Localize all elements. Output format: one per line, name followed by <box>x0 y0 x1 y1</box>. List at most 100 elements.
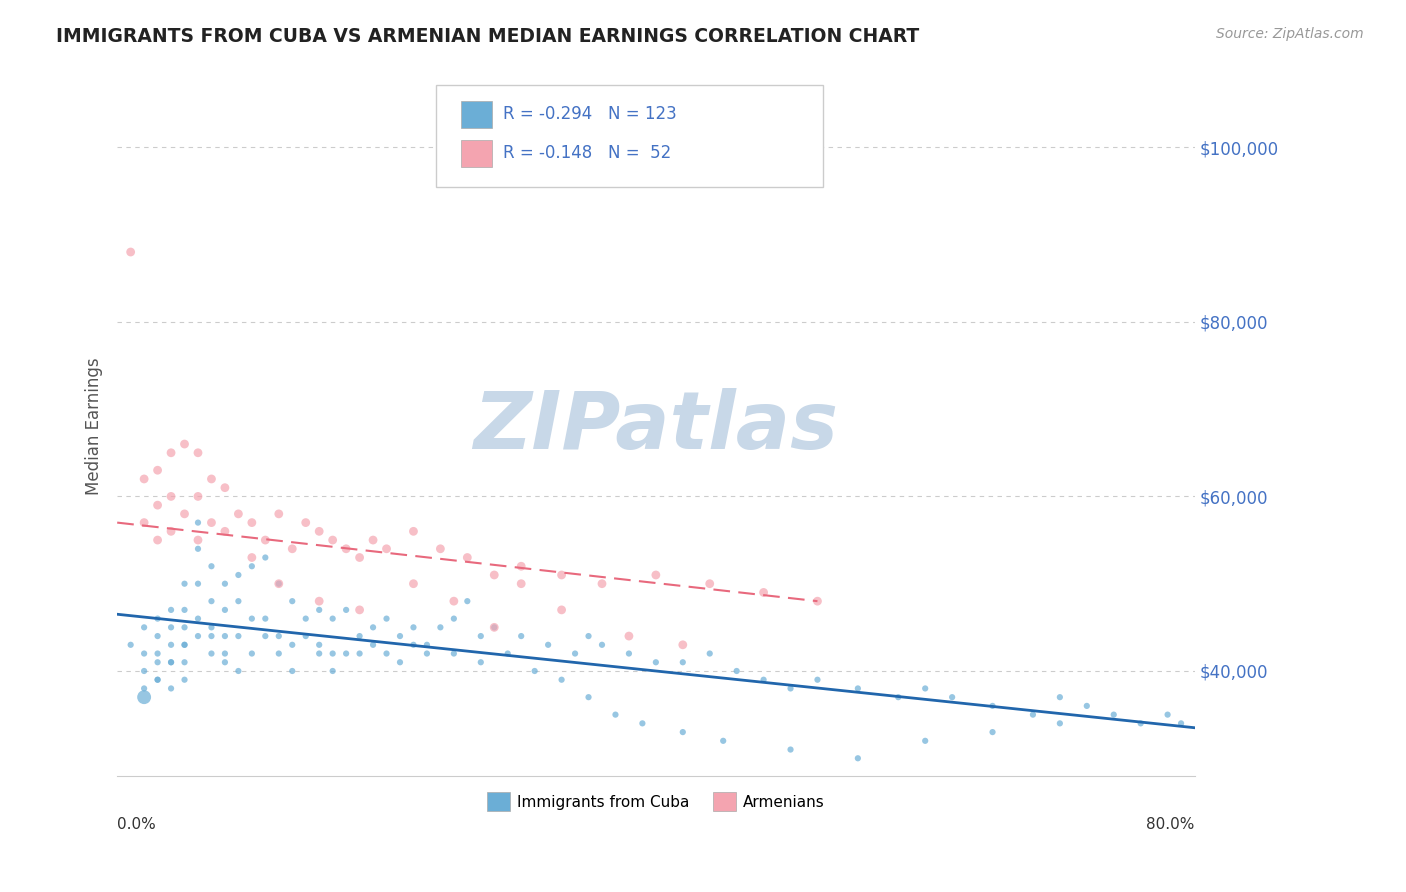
Point <box>1049 690 1071 705</box>
Point <box>578 690 600 705</box>
Point <box>267 507 290 521</box>
Point <box>496 647 519 661</box>
Point <box>752 585 775 599</box>
Point <box>214 481 236 495</box>
Point <box>254 533 277 547</box>
Point <box>228 664 250 678</box>
Point <box>160 655 183 669</box>
Point <box>349 603 371 617</box>
Point <box>349 550 371 565</box>
Point <box>120 245 142 260</box>
Point <box>267 576 290 591</box>
Point <box>173 673 195 687</box>
Point <box>388 655 411 669</box>
Point <box>146 629 169 643</box>
Point <box>200 629 222 643</box>
Legend: Immigrants from Cuba, Armenians: Immigrants from Cuba, Armenians <box>481 786 831 817</box>
Point <box>173 638 195 652</box>
Point <box>146 498 169 512</box>
Point <box>402 576 425 591</box>
Y-axis label: Median Earnings: Median Earnings <box>86 358 103 495</box>
Point <box>1076 698 1098 713</box>
Point <box>1170 716 1192 731</box>
Point <box>429 620 451 634</box>
Point <box>240 516 263 530</box>
Point <box>173 655 195 669</box>
Point <box>981 725 1004 739</box>
Point <box>160 446 183 460</box>
Point <box>510 629 533 643</box>
Point <box>240 612 263 626</box>
Point <box>806 594 828 608</box>
Point <box>281 594 304 608</box>
Point <box>335 647 357 661</box>
Point <box>160 655 183 669</box>
Point <box>228 594 250 608</box>
Point <box>240 559 263 574</box>
Point <box>214 576 236 591</box>
Point <box>160 681 183 696</box>
Point <box>484 620 506 634</box>
Point <box>308 603 330 617</box>
Point <box>699 576 721 591</box>
Point <box>134 472 156 486</box>
Point <box>322 664 344 678</box>
Point <box>134 647 156 661</box>
Point <box>120 638 142 652</box>
Point <box>322 612 344 626</box>
Point <box>240 550 263 565</box>
Point <box>416 638 439 652</box>
Text: Source: ZipAtlas.com: Source: ZipAtlas.com <box>1216 27 1364 41</box>
Point <box>361 533 384 547</box>
Point <box>160 638 183 652</box>
Point <box>308 647 330 661</box>
Point <box>281 541 304 556</box>
Point <box>725 664 748 678</box>
Point <box>523 664 546 678</box>
Point <box>187 612 209 626</box>
Point <box>537 638 560 652</box>
Point <box>484 568 506 582</box>
Point <box>146 655 169 669</box>
Point <box>308 524 330 539</box>
Point <box>240 647 263 661</box>
Point <box>470 655 492 669</box>
Point <box>308 638 330 652</box>
Point <box>699 647 721 661</box>
Point <box>146 647 169 661</box>
Point <box>160 620 183 634</box>
Point <box>806 673 828 687</box>
Point <box>443 594 465 608</box>
Point <box>429 541 451 556</box>
Point <box>591 638 613 652</box>
Text: ZIPatlas: ZIPatlas <box>474 388 838 466</box>
Point <box>214 524 236 539</box>
Point <box>267 576 290 591</box>
Point <box>200 647 222 661</box>
Point <box>779 681 801 696</box>
Point <box>187 516 209 530</box>
Point <box>470 629 492 643</box>
Point <box>349 629 371 643</box>
Point <box>510 576 533 591</box>
Point <box>672 725 695 739</box>
Point <box>187 541 209 556</box>
Point <box>402 524 425 539</box>
Point <box>173 638 195 652</box>
Point <box>134 664 156 678</box>
Point <box>214 647 236 661</box>
Text: 0.0%: 0.0% <box>117 817 156 832</box>
Point <box>1049 716 1071 731</box>
Point <box>349 647 371 661</box>
Point <box>200 559 222 574</box>
Point <box>402 638 425 652</box>
Point <box>294 629 316 643</box>
Point <box>578 629 600 643</box>
Point <box>644 568 666 582</box>
Point <box>335 603 357 617</box>
Point <box>228 507 250 521</box>
Point <box>294 516 316 530</box>
Point <box>752 673 775 687</box>
Point <box>146 533 169 547</box>
Point <box>134 620 156 634</box>
